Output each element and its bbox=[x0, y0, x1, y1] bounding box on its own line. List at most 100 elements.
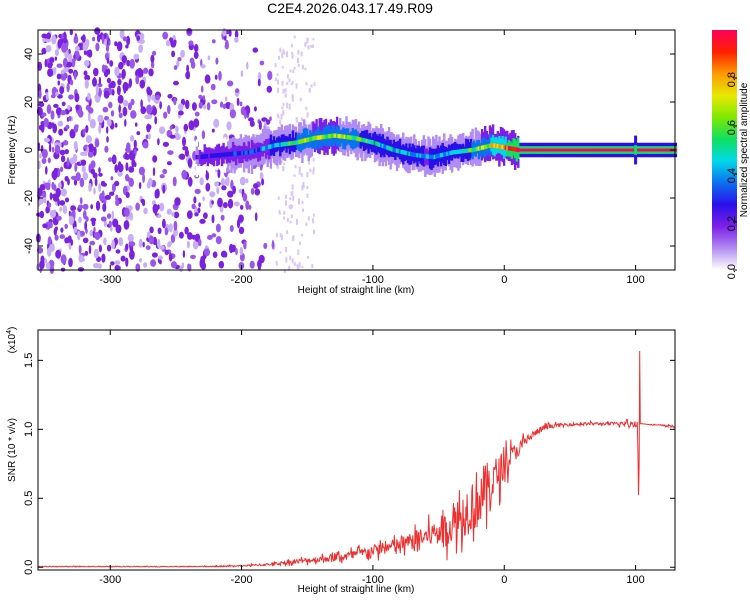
noise-speckle bbox=[289, 197, 292, 201]
noise-speckle bbox=[64, 223, 68, 229]
ridge-core bbox=[279, 142, 282, 147]
noise-speckle bbox=[138, 238, 143, 248]
colorbar-tick-label: 0.4 bbox=[726, 168, 738, 183]
noise-speckle bbox=[225, 39, 229, 50]
noise-speckle bbox=[67, 104, 71, 111]
ridge-core bbox=[447, 151, 451, 156]
ridge-core bbox=[216, 153, 219, 158]
noise-speckle bbox=[123, 207, 130, 217]
ridge-core bbox=[343, 134, 347, 139]
ridge-core bbox=[403, 150, 407, 155]
snr-y-label: SNR (10 * v/v) bbox=[7, 418, 18, 482]
noise-speckle bbox=[50, 110, 55, 120]
noise-speckle bbox=[253, 183, 259, 189]
ridge-core bbox=[339, 134, 342, 139]
noise-speckle bbox=[94, 177, 98, 187]
noise-speckle bbox=[142, 173, 146, 184]
noise-speckle bbox=[108, 101, 113, 109]
noise-speckle bbox=[158, 259, 162, 265]
noise-speckle bbox=[114, 122, 118, 128]
noise-speckle bbox=[238, 214, 244, 223]
noise-speckle bbox=[126, 142, 131, 151]
noise-speckle bbox=[106, 136, 109, 143]
noise-speckle bbox=[218, 70, 222, 81]
noise-speckle bbox=[173, 80, 179, 86]
noise-speckle bbox=[211, 99, 218, 105]
noise-speckle bbox=[115, 199, 120, 207]
noise-speckle bbox=[42, 223, 48, 229]
noise-speckle bbox=[49, 57, 55, 64]
noise-speckle bbox=[214, 181, 220, 187]
ridge-core bbox=[291, 140, 295, 146]
ridge-core bbox=[265, 145, 268, 150]
ridge-core bbox=[320, 135, 323, 140]
noise-speckle bbox=[140, 99, 143, 109]
noise-speckle bbox=[115, 249, 121, 254]
ridge-core bbox=[195, 155, 198, 160]
x-tick-label: 0 bbox=[501, 574, 507, 586]
noise-speckle bbox=[75, 45, 80, 52]
noise-speckle bbox=[73, 140, 78, 151]
noise-speckle bbox=[64, 175, 69, 182]
noise-speckle bbox=[297, 49, 300, 55]
noise-speckle bbox=[38, 200, 43, 205]
ridge-core bbox=[272, 143, 276, 148]
noise-speckle bbox=[204, 248, 210, 257]
noise-speckle bbox=[64, 197, 70, 203]
noise-speckle bbox=[101, 190, 105, 199]
noise-speckle bbox=[203, 212, 208, 219]
noise-speckle bbox=[51, 146, 55, 153]
noise-speckle bbox=[64, 149, 70, 155]
noise-speckle bbox=[202, 196, 205, 202]
y-tick-label: 20 bbox=[23, 96, 35, 108]
ridge-core bbox=[479, 145, 482, 151]
noise-speckle bbox=[54, 56, 58, 61]
noise-speckle bbox=[73, 179, 78, 186]
noise-speckle bbox=[103, 237, 107, 246]
noise-speckle bbox=[159, 174, 165, 179]
ridge-core bbox=[545, 148, 548, 152]
noise-speckle bbox=[211, 233, 217, 238]
ridge-core bbox=[206, 154, 209, 159]
ridge-core bbox=[504, 145, 507, 150]
noise-speckle bbox=[60, 227, 64, 233]
ridge-core bbox=[540, 148, 544, 152]
ridge-band bbox=[343, 128, 347, 150]
noise-speckle bbox=[46, 32, 52, 40]
noise-speckle bbox=[122, 106, 128, 117]
ridge-band bbox=[304, 127, 307, 149]
noise-speckle bbox=[118, 237, 124, 247]
noise-speckle bbox=[184, 226, 189, 235]
ridge-core bbox=[203, 154, 206, 159]
noise-speckle bbox=[152, 50, 157, 56]
ridge-core bbox=[465, 148, 468, 153]
noise-speckle bbox=[55, 249, 62, 259]
noise-speckle bbox=[297, 249, 300, 255]
noise-speckle bbox=[98, 172, 103, 177]
noise-speckle bbox=[183, 123, 189, 132]
ridge-core bbox=[367, 139, 370, 144]
noise-speckle bbox=[81, 165, 86, 173]
noise-speckle bbox=[263, 242, 268, 249]
ridge-core bbox=[411, 152, 414, 157]
ridge-core bbox=[238, 151, 241, 156]
ridge-core bbox=[577, 148, 580, 152]
noise-speckle bbox=[125, 191, 130, 198]
ridge-core bbox=[288, 141, 291, 146]
noise-speckle bbox=[92, 36, 96, 42]
noise-speckle bbox=[44, 58, 48, 68]
ridge-core bbox=[365, 138, 369, 144]
ridge-core bbox=[558, 148, 561, 152]
noise-speckle bbox=[98, 183, 101, 193]
noise-speckle bbox=[88, 244, 92, 255]
ridge-core bbox=[287, 141, 290, 146]
ridge-core bbox=[564, 148, 567, 152]
snr-x-label: Height of straight line (km) bbox=[298, 584, 415, 595]
ridge-core bbox=[348, 135, 351, 140]
noise-speckle bbox=[85, 228, 88, 234]
noise-speckle bbox=[281, 52, 284, 58]
noise-speckle bbox=[109, 60, 114, 67]
noise-speckle bbox=[244, 109, 247, 120]
noise-speckle bbox=[56, 73, 62, 80]
noise-speckle bbox=[310, 45, 312, 48]
